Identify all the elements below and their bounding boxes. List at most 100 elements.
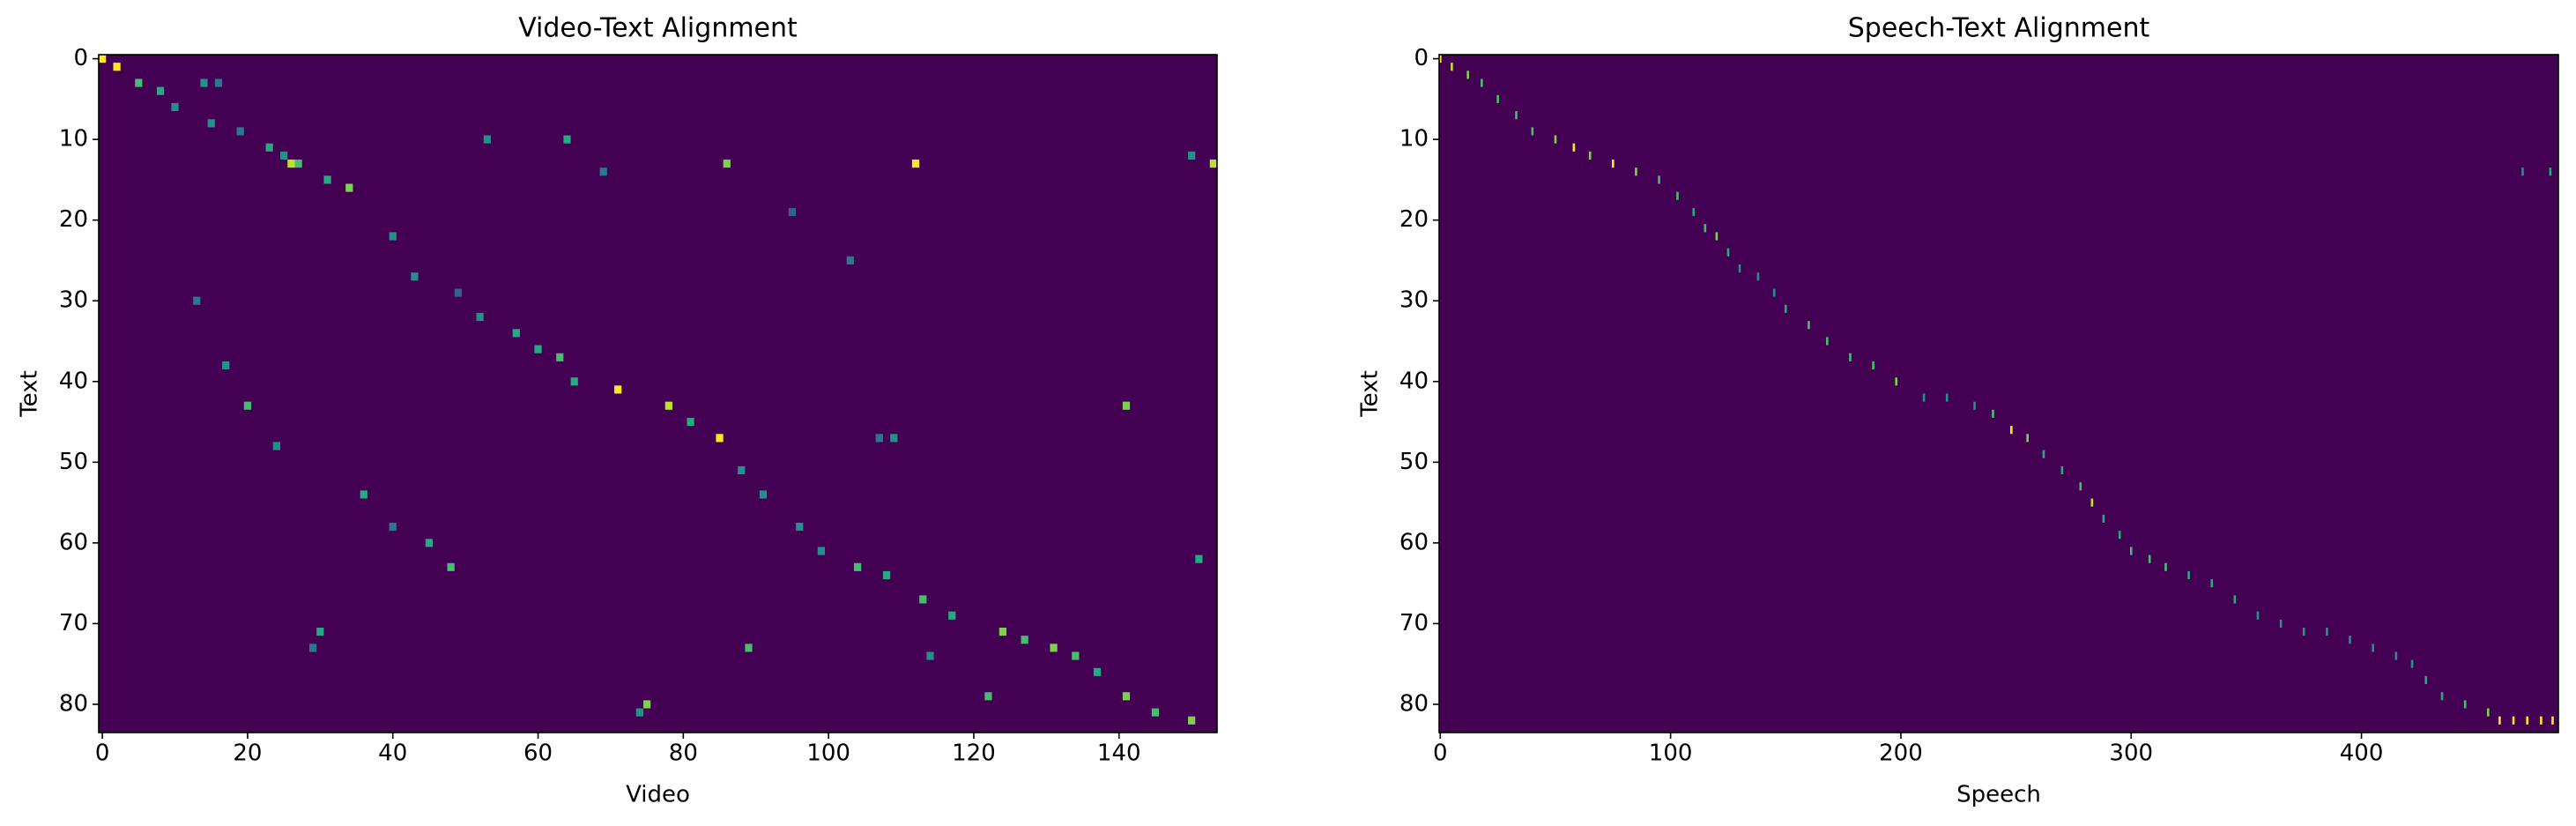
heatmap-cell	[759, 490, 768, 499]
heatmap-cell	[1572, 143, 1576, 152]
y-tick-label: 30	[1399, 287, 1429, 314]
heatmap-cell	[1895, 377, 1898, 386]
heatmap-cell	[2372, 644, 2374, 652]
x-tick-label: 100	[1649, 740, 1693, 767]
plot-background	[1439, 55, 2558, 733]
heatmap-cell	[926, 651, 934, 660]
heatmap-cell	[1872, 361, 1874, 370]
heatmap-cell	[1611, 160, 1615, 168]
x-tick-label: 60	[523, 740, 553, 767]
heatmap-cell	[389, 232, 397, 241]
heatmap-cell	[1992, 409, 1994, 418]
heatmap-cell	[214, 78, 223, 87]
heatmap-cell	[911, 160, 920, 168]
heatmap-cell	[1122, 401, 1131, 410]
heatmap-cell	[308, 644, 317, 652]
heatmap-cell	[2540, 716, 2543, 725]
chart-title: Video-Text Alignment	[518, 13, 798, 44]
plot-frame	[1438, 54, 2559, 733]
heatmap-cell	[236, 127, 244, 136]
y-tick-label: 0	[73, 45, 88, 71]
heatmap-cell	[345, 183, 353, 192]
heatmap-cell	[2279, 619, 2283, 628]
heatmap-cell	[1072, 651, 1080, 660]
y-tick-label: 50	[1399, 449, 1429, 475]
heatmap-cell	[411, 272, 419, 281]
heatmap-cell	[360, 490, 367, 499]
heatmap-cell	[1122, 692, 1131, 701]
heatmap-cell	[1756, 272, 1760, 281]
heatmap-cell	[1466, 71, 1469, 79]
heatmap-cell	[171, 102, 179, 112]
heatmap-cell	[265, 143, 273, 152]
heatmap-cell	[476, 312, 484, 322]
heatmap-cell	[2148, 554, 2151, 563]
heatmap-cell	[723, 160, 731, 168]
heatmap-cell	[2060, 465, 2064, 475]
heatmap-cell	[788, 207, 797, 217]
heatmap-cell	[1704, 224, 1707, 233]
heatmap-cell	[1849, 353, 1852, 361]
heatmap-cell	[556, 353, 564, 361]
heatmap-cell	[614, 385, 622, 394]
heatmap-cell	[512, 329, 520, 338]
heatmap-cell	[1093, 667, 1102, 676]
heatmap-cell	[1973, 401, 1976, 410]
heatmap-cell	[389, 522, 397, 532]
heatmap-cell	[113, 63, 121, 71]
heatmap-cell	[135, 78, 143, 87]
y-tick-label: 50	[59, 449, 88, 475]
x-tick-label: 80	[669, 740, 698, 767]
heatmap-cell	[1481, 78, 1483, 87]
heatmap-cell	[1945, 393, 1949, 402]
plot-frame	[98, 54, 1218, 733]
heatmap-cell	[664, 401, 672, 410]
heatmap-cell	[1715, 232, 1719, 241]
heatmap-cell	[447, 562, 455, 571]
heatmap-cell	[1772, 288, 1776, 297]
y-tick-label: 0	[1414, 45, 1429, 71]
heatmap-cell	[2498, 716, 2501, 725]
heatmap-cell	[1439, 55, 1442, 63]
heatmap-cell	[2187, 570, 2190, 580]
heatmap-cell	[1188, 716, 1196, 725]
heatmap-cell	[2486, 708, 2490, 717]
y-axis-label: Text	[17, 370, 43, 418]
heatmap-cell	[2102, 514, 2105, 523]
heatmap-cell	[534, 345, 542, 353]
heatmap-cell	[2549, 167, 2552, 176]
heatmap-cell	[738, 465, 746, 475]
heatmap-cell	[2526, 716, 2529, 725]
y-tick-label: 40	[59, 368, 88, 394]
x-tick-label: 400	[2340, 740, 2384, 767]
y-axis-label: Text	[1357, 370, 1384, 418]
heatmap-cell	[272, 442, 281, 450]
heatmap-cell	[2233, 595, 2237, 604]
heatmap-cell	[323, 175, 331, 184]
heatmap-cell	[1635, 167, 1637, 176]
heatmap-cell	[2326, 627, 2328, 636]
heatmap-cell	[919, 595, 927, 604]
y-tick-label: 30	[59, 287, 88, 314]
x-tick-label: 20	[233, 740, 262, 767]
y-tick-label: 60	[59, 529, 88, 555]
heatmap-cell	[1188, 151, 1196, 160]
x-axis-label: Speech	[1956, 782, 2041, 808]
heatmap-cell	[1922, 393, 1926, 402]
heatmap-cell	[745, 644, 753, 652]
y-tick-label: 40	[1399, 368, 1429, 394]
heatmap-cell	[2010, 426, 2013, 435]
heatmap-cell	[2512, 716, 2515, 725]
heatmap-cell	[1021, 636, 1028, 644]
heatmap-cell	[998, 627, 1007, 636]
heatmap-cell	[1195, 554, 1203, 563]
heatmap-cell	[207, 119, 215, 128]
heatmap-cell	[2256, 611, 2260, 620]
heatmap-cell	[2440, 692, 2444, 701]
heatmap-cell	[200, 78, 208, 87]
x-tick-label: 100	[806, 740, 850, 767]
heatmap-cell	[2410, 659, 2414, 668]
heatmap-cell	[2394, 651, 2398, 660]
heatmap-cell	[948, 611, 956, 620]
